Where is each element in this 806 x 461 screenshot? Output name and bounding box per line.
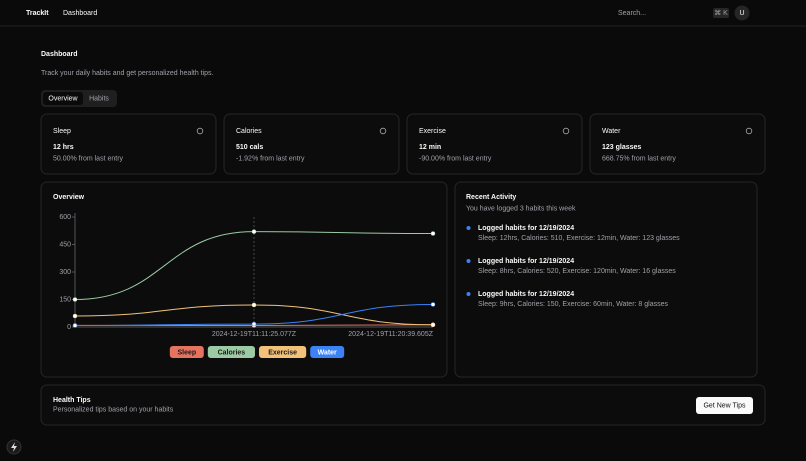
data-point: [251, 321, 257, 327]
data-point: [72, 313, 78, 319]
stat-change: 668.75% from last entry: [602, 155, 676, 162]
tips-button[interactable]: [696, 397, 753, 414]
tips-subtitle: Personalized tips based on your habits: [53, 406, 174, 413]
y-tick-label: 150: [59, 296, 71, 303]
overview-card: [40, 181, 448, 378]
activity-item-title: Logged habits for 12/19/2024: [478, 258, 574, 265]
y-tick-label: 450: [59, 241, 71, 248]
stat-value: 12 min: [419, 144, 441, 151]
legend-label: Calories: [218, 349, 246, 356]
kbd: [713, 8, 729, 18]
legend-label: Exercise: [268, 349, 297, 356]
stat-icon: [562, 127, 570, 135]
legend-label: Sleep: [177, 349, 196, 356]
shortcut: ⌘ K: [714, 9, 728, 17]
tips-title: Health Tips: [53, 397, 91, 404]
stat-value: 510 cals: [236, 144, 263, 151]
brand[interactable]: TrackIt: [26, 10, 49, 17]
data-point: [251, 302, 257, 308]
chart-title: Overview: [53, 194, 85, 201]
legend-label: Water: [318, 349, 337, 356]
stat-change: -1.92% from last entry: [236, 155, 305, 162]
stat-card: [40, 113, 217, 175]
tab-active: [43, 92, 83, 105]
avatar-letter: U: [739, 10, 744, 17]
legend-pill: [259, 346, 307, 358]
data-point: [72, 297, 78, 302]
data-point: [251, 229, 257, 234]
stat-icon: [379, 127, 387, 135]
activity-item-detail: Sleep: 8hrs, Calories: 520, Exercise: 12…: [478, 268, 676, 275]
activity-item-title: Logged habits for 12/19/2024: [478, 291, 574, 298]
page-title: Dashboard: [41, 51, 78, 58]
stat-card: [406, 113, 583, 175]
stat-label: Exercise: [419, 128, 446, 135]
stat-label: Sleep: [53, 128, 71, 135]
page-subtitle: Track your daily habits and get personal…: [41, 70, 214, 77]
tab[interactable]: Overview: [48, 95, 78, 102]
dev-icon-bolt: [11, 442, 17, 452]
stat-icon: [745, 127, 753, 135]
legend-pill: [169, 346, 204, 358]
activity-dot: [466, 292, 471, 296]
activity-title: Recent Activity: [466, 194, 516, 201]
y-tick-label: 0: [67, 324, 71, 331]
legend-pill: [207, 346, 255, 358]
stat-card: [223, 113, 400, 175]
stat-value: 123 glasses: [602, 144, 641, 151]
activity-dot: [466, 226, 471, 230]
stat-value: 12 hrs: [53, 144, 74, 151]
y-tick-label: 300: [59, 269, 71, 276]
activity-card: [454, 181, 758, 378]
tab[interactable]: Habits: [89, 95, 109, 102]
activity-item-detail: Sleep: 9hrs, Calories: 150, Exercise: 60…: [478, 301, 668, 308]
legend-pill: [310, 346, 345, 358]
stat-card: [589, 113, 766, 175]
stat-change: -90.00% from last entry: [419, 155, 492, 162]
stat-icon: [196, 127, 204, 135]
data-point: [430, 231, 436, 236]
x-tick-label: 2024-12-19T11:11:25.077Z: [212, 331, 297, 338]
avatar[interactable]: [734, 5, 750, 21]
activity-item-title: Logged habits for 12/19/2024: [478, 225, 574, 232]
activity-dot: [466, 259, 471, 263]
y-tick-label: 600: [59, 214, 71, 221]
tips-button-label[interactable]: Get New Tips: [703, 402, 746, 409]
stat-change: 50.00% from last entry: [53, 155, 124, 162]
x-tick-label: 2024-12-19T11:20:39.605Z: [348, 331, 433, 338]
search[interactable]: Search...: [618, 10, 646, 17]
activity-item-detail: Sleep: 12hrs, Calories: 510, Exercise: 1…: [478, 235, 680, 242]
data-point: [430, 302, 436, 307]
nav-link[interactable]: Dashboard: [63, 10, 97, 17]
activity-subtitle: You have logged 3 habits this week: [466, 205, 576, 212]
data-point: [430, 322, 436, 328]
data-point: [72, 323, 78, 328]
tips-card: [40, 384, 766, 426]
stat-label: Water: [602, 128, 621, 135]
stat-label: Calories: [236, 128, 262, 135]
